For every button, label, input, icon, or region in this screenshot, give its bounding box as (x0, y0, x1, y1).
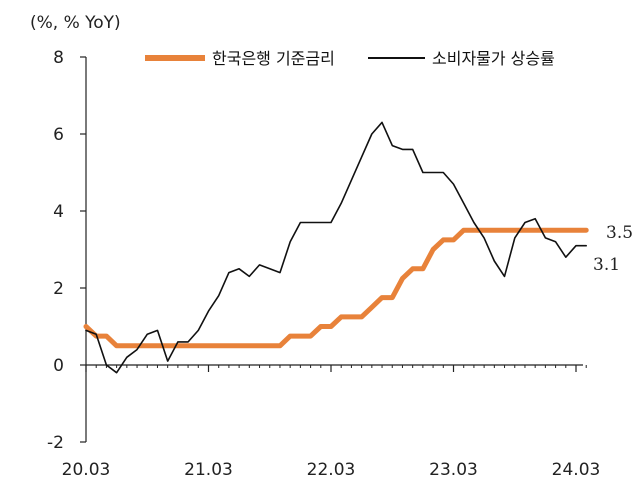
series-line-cpi (85, 121, 587, 374)
axes: 8 6 4 2 0 -2 20.03 21.03 22.03 23.03 24.03 (47, 48, 600, 480)
x-tick-label: 23.03 (429, 460, 478, 480)
y-tick-label: 4 (53, 202, 64, 222)
unit-label: (%, % YoY) (30, 13, 121, 33)
end-label-cpi: 3.1 (593, 255, 620, 275)
legend-label-cpi: 소비자물가 상승률 (432, 49, 555, 68)
x-tick-label: 22.03 (307, 460, 356, 480)
x-tick-label: 24.03 (552, 460, 601, 480)
y-tick-label: 6 (53, 125, 64, 145)
y-tick-label: 0 (53, 356, 64, 376)
series-layer (83, 121, 589, 374)
y-tick-label: 2 (53, 279, 64, 299)
y-tick-label: 8 (53, 48, 64, 68)
x-tick-label: 20.03 (62, 460, 111, 480)
x-tick-label: 21.03 (184, 460, 233, 480)
legend: 한국은행 기준금리 소비자물가 상승률 (145, 49, 555, 68)
series-line-policy-rate (83, 227, 589, 349)
y-tick-label: -2 (47, 433, 64, 453)
legend-label-policy-rate: 한국은행 기준금리 (212, 49, 335, 68)
end-label-policy-rate: 3.5 (606, 223, 633, 243)
